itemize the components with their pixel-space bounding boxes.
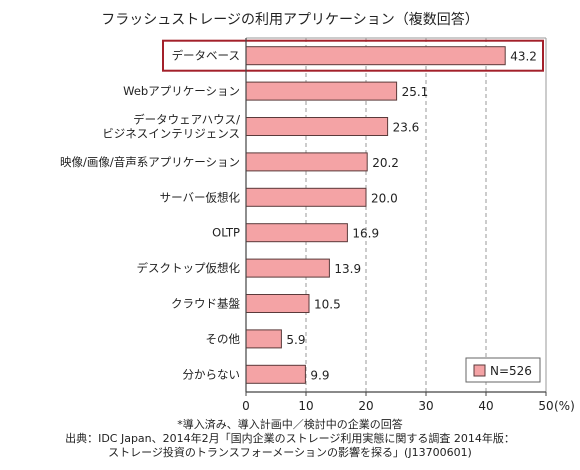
- x-tick-label: 50: [538, 399, 553, 413]
- value-label: 13.9: [334, 262, 361, 276]
- axes: 0 10 20 30 40 50 (%) データベース Webアプリケーションデータウェアハウス…: [60, 38, 575, 413]
- grid-lines: [246, 37, 547, 392]
- x-tick-label: 20: [358, 399, 373, 413]
- category-label: データベース: [172, 49, 240, 63]
- source-citation: 出典：IDC Japan、2014年2月「国内企業のストレージ利用実態に関する調…: [0, 432, 580, 460]
- bar: [245, 364, 306, 384]
- category-label: サーバー仮想化: [160, 190, 241, 204]
- bar: [245, 187, 367, 207]
- bar: [245, 329, 282, 349]
- x-tick-label: 40: [478, 399, 493, 413]
- source-line-1: 出典：IDC Japan、2014年2月「国内企業のストレージ利用実態に関する調…: [65, 432, 515, 445]
- x-tick-label: 0: [242, 399, 250, 413]
- x-unit-label: (%): [554, 399, 575, 413]
- value-label: 16.9: [352, 227, 379, 241]
- value-label: 23.6: [393, 121, 420, 135]
- x-tick-label: 30: [418, 399, 433, 413]
- category-label: 映像/画像/音声系アプリケーション: [60, 155, 240, 169]
- category-label: 分からない: [183, 367, 241, 381]
- legend-label: N=526: [490, 364, 532, 378]
- value-label: 10.5: [314, 298, 341, 312]
- category-label: OLTP: [212, 226, 240, 240]
- source-line-2: ストレージ投資のトランスフォーメーションの影響を探る」(J13700601): [108, 446, 472, 459]
- value-label: 43.2: [510, 50, 537, 64]
- x-tick-label: 10: [298, 399, 313, 413]
- bar: [245, 46, 506, 66]
- category-label: その他: [206, 332, 241, 346]
- category-label: デスクトップ仮想化: [137, 261, 241, 275]
- value-label: 20.2: [372, 156, 399, 170]
- chart-title: フラッシュストレージの利用アプリケーション（複数回答）: [101, 12, 479, 28]
- bar: [245, 117, 389, 136]
- highlight-box: [162, 39, 544, 72]
- category-label: データウェアハウス/ビジネスインテリジェンス: [102, 113, 240, 141]
- bars: 43.2 25.1 23.6 20.2 20.0 16.9 13.9 10.5 5.9 9.9: [162, 39, 544, 384]
- value-label: 25.1: [402, 85, 429, 99]
- value-label: 20.0: [371, 191, 398, 205]
- category-label: クラウド基盤: [171, 297, 240, 311]
- bar: [245, 152, 368, 172]
- bar: [245, 294, 310, 313]
- value-label: 5.9: [286, 333, 305, 347]
- legend-swatch: [473, 364, 486, 377]
- bar: [245, 258, 330, 278]
- bar-chart: 43.2 25.1 23.6 20.2 20.0 16.9 13.9 10.5 5.9 9.9 0…: [60, 37, 575, 413]
- legend: N=526: [465, 357, 541, 383]
- bar: [245, 81, 398, 101]
- value-label: 9.9: [310, 368, 329, 382]
- footnote: *導入済み、導入計画中／検討中の企業の回答: [177, 418, 403, 431]
- bar: [245, 223, 348, 243]
- category-label: Webアプリケーション: [123, 84, 240, 98]
